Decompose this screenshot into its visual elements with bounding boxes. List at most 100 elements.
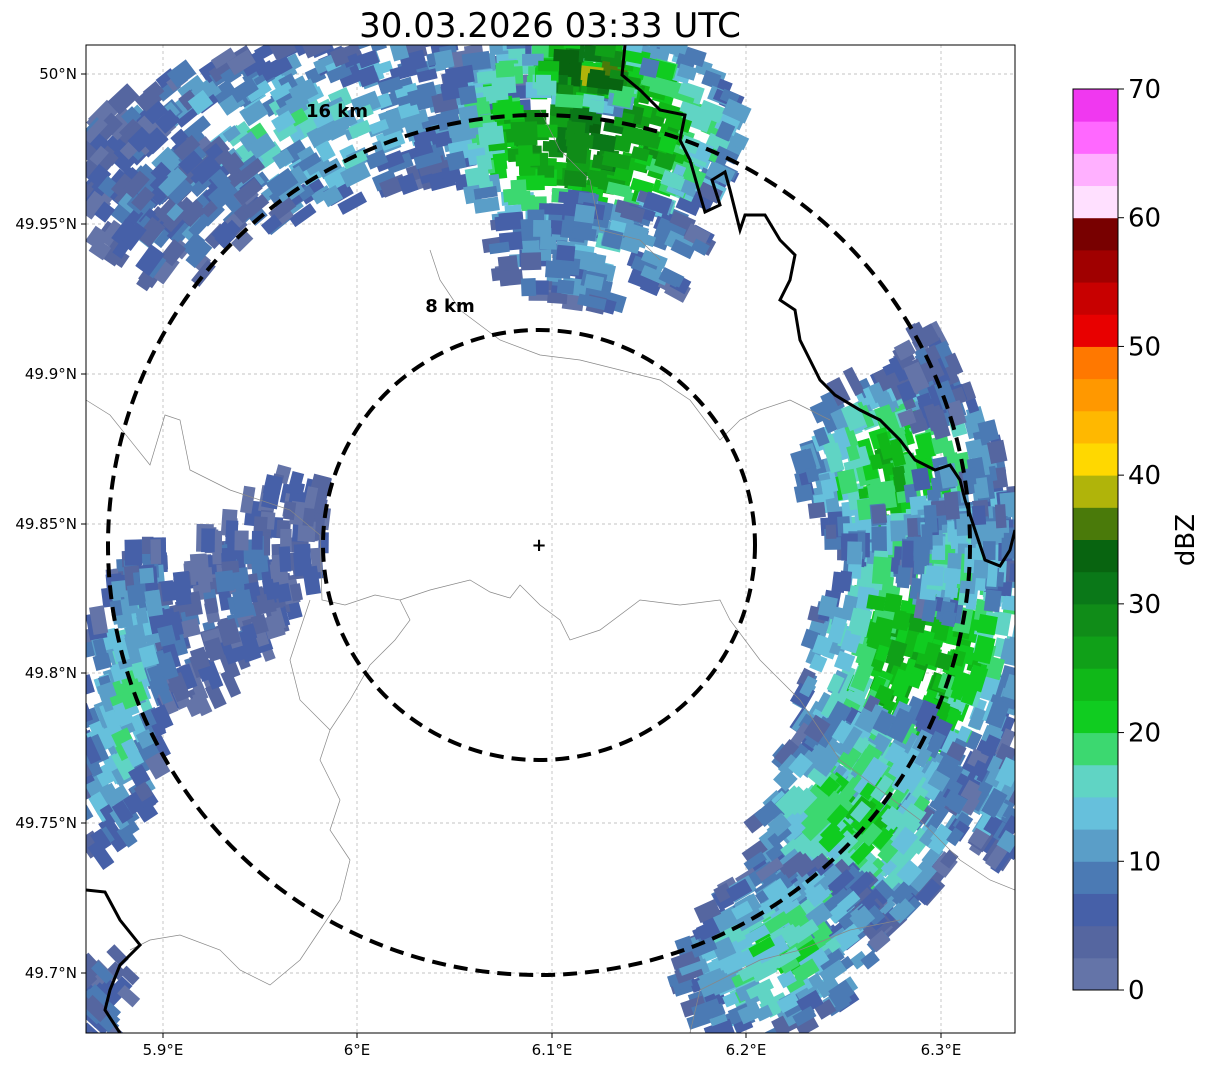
- echo-cell: [135, 607, 149, 625]
- echo-cell: [539, 236, 557, 250]
- colorbar-tick-label: 40: [1128, 461, 1161, 491]
- echo-cell: [86, 181, 94, 206]
- echo-cell: [711, 936, 737, 961]
- echo-cell: [892, 840, 919, 869]
- echo-cell: [973, 559, 989, 579]
- echo-cell: [476, 154, 493, 171]
- y-tick-label: 49.95°N: [15, 215, 77, 233]
- echo-cell: [527, 209, 545, 223]
- echo-cell: [234, 530, 249, 551]
- echo-cell: [888, 353, 913, 383]
- colorbar-bin: [1073, 893, 1118, 927]
- echo-cell: [855, 644, 877, 668]
- echo-cell: [783, 819, 809, 843]
- echo-cell: [127, 126, 154, 153]
- echo-cell: [141, 127, 169, 155]
- admin-borders: [86, 109, 1015, 1033]
- echo-cell: [142, 80, 165, 103]
- echo-cell: [670, 239, 696, 260]
- echo-cell: [86, 995, 95, 1025]
- y-tick-label: 49.85°N: [15, 515, 77, 533]
- echo-cell: [243, 193, 270, 219]
- echo-cell: [1021, 561, 1037, 582]
- echo-cell: [849, 905, 876, 932]
- echo-cell: [444, 64, 475, 87]
- echo-cell: [510, 179, 527, 197]
- echo-cell: [1024, 525, 1037, 551]
- echo-cell: [903, 361, 930, 393]
- echo-cell: [820, 690, 845, 720]
- echo-cell: [670, 949, 701, 970]
- echo-cell: [210, 79, 237, 105]
- echo-cell: [925, 565, 945, 587]
- echo-cell: [880, 806, 905, 831]
- echo-cell: [814, 998, 837, 1020]
- echo-cell: [520, 278, 537, 297]
- echo-cell: [326, 63, 353, 84]
- echo-cell: [191, 251, 212, 273]
- echo-cell: [86, 798, 94, 822]
- echo-cell: [887, 438, 907, 468]
- echo-cell: [571, 226, 597, 242]
- echo-cell: [773, 739, 799, 766]
- national-border: [86, 888, 143, 1033]
- echo-cell: [497, 255, 519, 274]
- echo-cell: [506, 45, 531, 50]
- echo-cell: [272, 45, 297, 61]
- echo-cell: [801, 813, 830, 842]
- echo-cell: [397, 101, 420, 119]
- echo-cell: [731, 900, 753, 920]
- y-axis-ticks: 50°N 49.95°N 49.9°N 49.85°N 49.8°N 49.75°N 49.…: [15, 65, 86, 982]
- y-tick-label: 49.7°N: [25, 964, 77, 982]
- echo-cell: [303, 486, 319, 512]
- echo-cell: [90, 828, 112, 852]
- echo-cell: [368, 45, 387, 53]
- echo-cell: [126, 584, 144, 607]
- echo-cell: [981, 521, 1000, 546]
- echo-cell: [850, 806, 879, 836]
- echo-cell: [676, 63, 698, 81]
- echo-cell: [835, 921, 864, 948]
- echo-cell: [203, 597, 219, 615]
- colorbar-tick-label: 60: [1128, 204, 1161, 234]
- colorbar-bin: [1073, 442, 1118, 476]
- echo-cell: [888, 710, 914, 741]
- echo-cell: [866, 594, 886, 612]
- echo-cell: [288, 203, 317, 228]
- echo-cell: [937, 728, 962, 757]
- echo-cell: [890, 826, 919, 855]
- echo-cell: [356, 64, 380, 88]
- echo-cell: [817, 947, 845, 972]
- echo-cell: [817, 595, 839, 618]
- echo-cell: [204, 682, 227, 710]
- echo-cell: [1009, 563, 1015, 582]
- echo-cell: [301, 45, 331, 59]
- echo-cell: [941, 610, 957, 628]
- echo-cell: [1018, 583, 1032, 601]
- echo-cell: [378, 76, 403, 95]
- echo-cell: [565, 144, 588, 164]
- echo-cell: [86, 994, 111, 1023]
- echo-cell: [927, 408, 951, 440]
- echo-cell: [796, 989, 824, 1015]
- echo-cell: [726, 878, 753, 902]
- echo-cell: [1014, 582, 1015, 602]
- echo-cell: [788, 752, 813, 779]
- y-tick-label: 49.9°N: [25, 365, 77, 383]
- echo-cell: [204, 637, 226, 663]
- echo-cell: [573, 203, 596, 224]
- echo-cell: [744, 923, 772, 945]
- echo-cell: [965, 438, 985, 460]
- echo-cell: [711, 953, 732, 973]
- echo-cell: [791, 852, 816, 878]
- echo-cell: [157, 624, 177, 647]
- echo-cell: [946, 827, 965, 847]
- echo-cell: [829, 405, 853, 435]
- radar-site-marker: +: [531, 535, 546, 556]
- echo-cell: [184, 124, 205, 146]
- echo-cell: [131, 186, 155, 212]
- echo-cell: [185, 239, 213, 269]
- echo-cell: [179, 618, 201, 639]
- echo-cell: [622, 125, 651, 145]
- echo-cell: [810, 921, 833, 943]
